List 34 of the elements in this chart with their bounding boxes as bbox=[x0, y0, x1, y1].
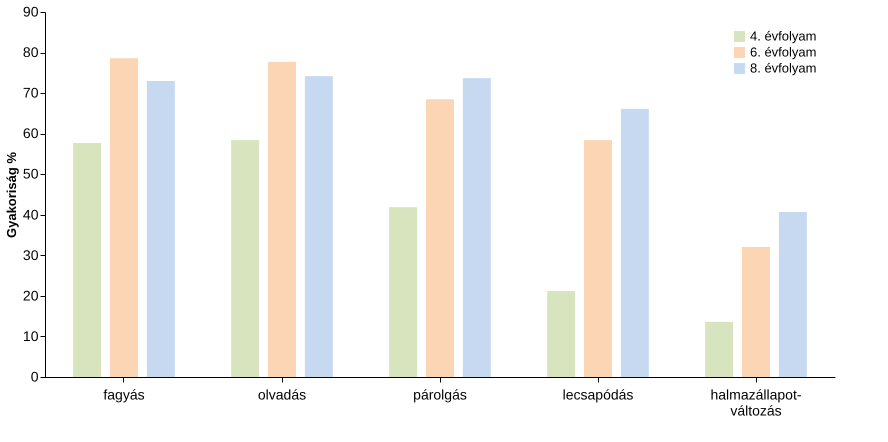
legend-label: 8. évfolyam bbox=[750, 60, 816, 76]
x-tick-label: fagyás bbox=[103, 386, 145, 402]
y-tick-label: 50 bbox=[22, 166, 39, 182]
y-tick-label: 80 bbox=[22, 44, 39, 60]
y-tick-label: 40 bbox=[22, 206, 39, 222]
y-tick-label: 70 bbox=[22, 84, 39, 101]
y-tick-label: 20 bbox=[22, 287, 39, 304]
bar bbox=[110, 58, 138, 377]
bar bbox=[426, 99, 454, 377]
y-tick-label: 10 bbox=[22, 328, 39, 344]
y-axis-title: Gyakoriság % bbox=[4, 152, 19, 238]
bar bbox=[304, 76, 333, 377]
x-tick-label: lecsapódás bbox=[562, 386, 634, 402]
bar bbox=[620, 108, 649, 377]
bar bbox=[389, 207, 418, 377]
bar bbox=[778, 212, 807, 377]
y-tick-label: 30 bbox=[22, 246, 39, 263]
bar bbox=[231, 140, 260, 377]
bar bbox=[742, 246, 770, 377]
x-tick-label: olvadás bbox=[258, 386, 306, 402]
legend-label: 4. évfolyam bbox=[750, 28, 816, 44]
x-tick-label: halmazállapot-változás bbox=[710, 386, 802, 418]
bar bbox=[547, 291, 576, 377]
bar bbox=[584, 140, 612, 377]
y-tick-label: 90 bbox=[22, 4, 39, 20]
y-tick-label: 0 bbox=[30, 368, 39, 384]
bar bbox=[705, 322, 734, 377]
legend-label: 6. évfolyam bbox=[750, 44, 816, 60]
bar bbox=[146, 80, 175, 377]
y-tick-label: 60 bbox=[22, 125, 39, 142]
bar bbox=[462, 78, 491, 377]
bar bbox=[73, 142, 102, 377]
bar bbox=[268, 62, 296, 377]
x-tick-label: párolgás bbox=[413, 386, 467, 402]
